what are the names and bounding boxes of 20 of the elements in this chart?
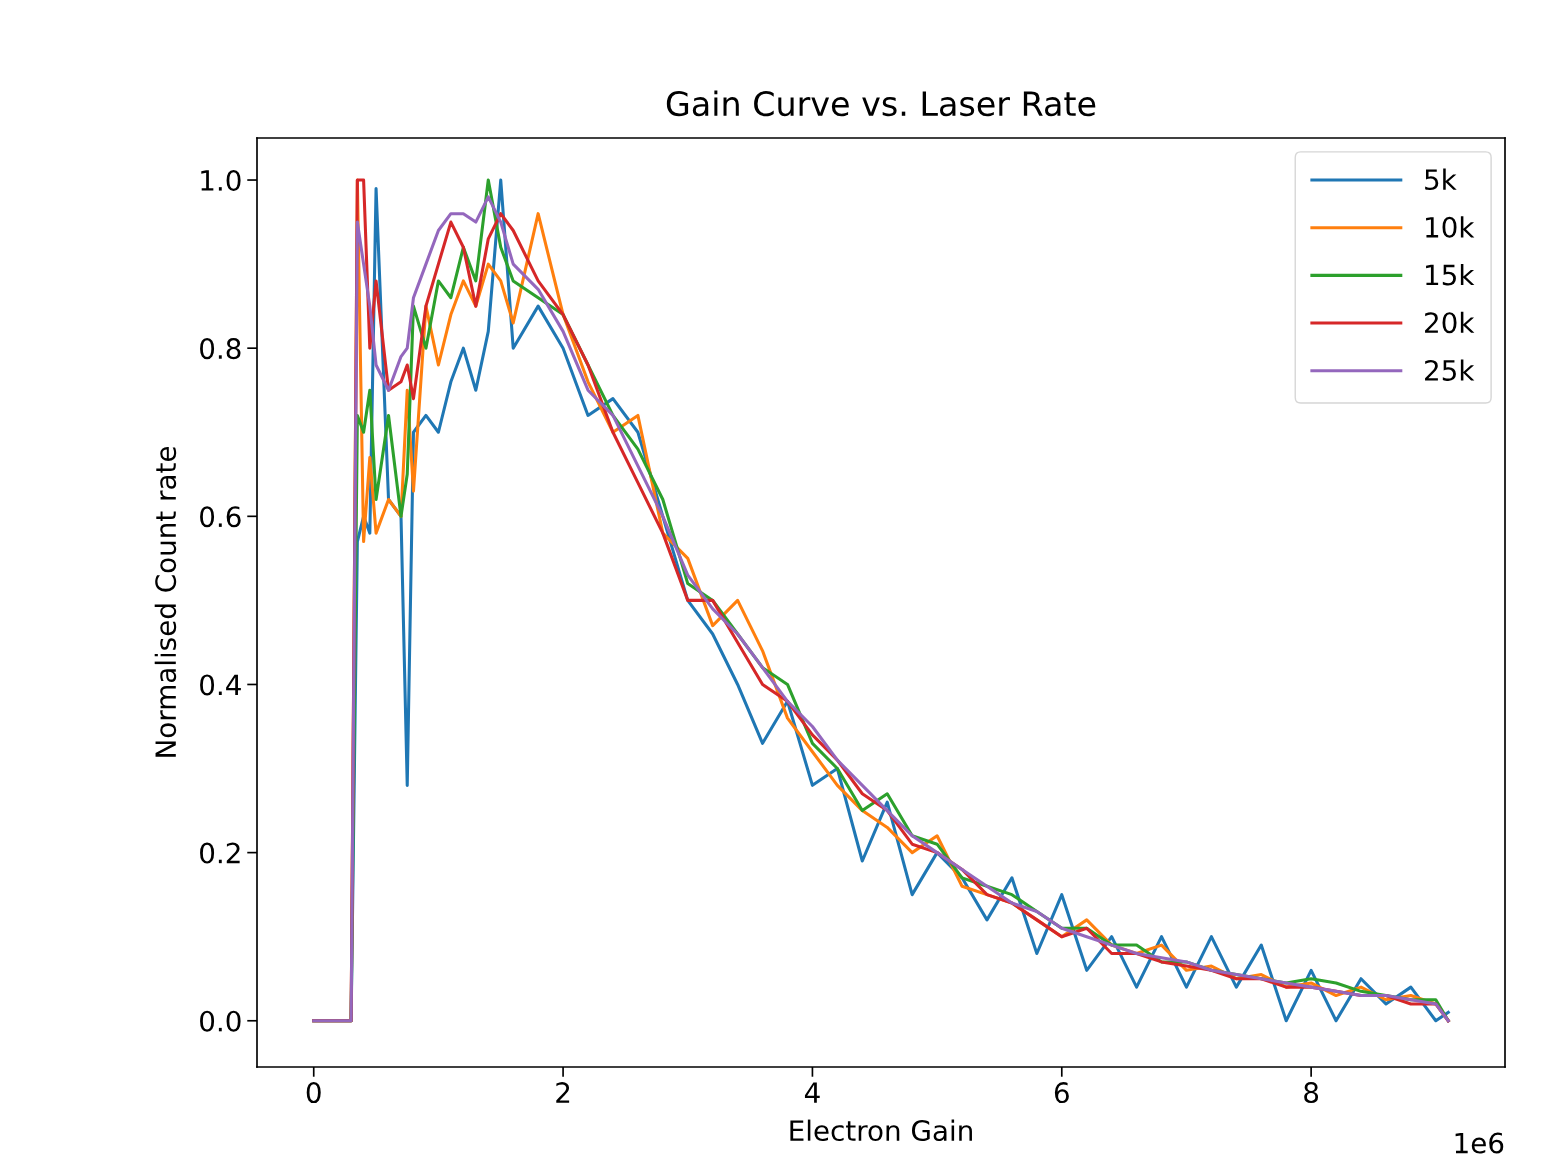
y-tick-label: 0.8	[200, 338, 241, 360]
x-axis-title: Electron Gain	[790, 1119, 972, 1142]
legend-label: 10k	[1426, 216, 1475, 238]
x-tick-label: 0	[306, 1082, 321, 1104]
legend-label: 25k	[1425, 359, 1475, 381]
text: 1e6	[1455, 1132, 1504, 1154]
x-tick-label: 8	[1304, 1082, 1319, 1104]
chart-title: Gain Curve vs. Laser Rate	[666, 90, 1096, 117]
legend-label: 20k	[1425, 311, 1475, 334]
x-tick-label: 2	[556, 1082, 570, 1103]
x-tick-label: 6	[1054, 1082, 1069, 1104]
legend-label: 5k	[1425, 168, 1457, 191]
y-tick-label: 1.0	[201, 169, 241, 191]
y-axis-title: Normalised Count rate	[154, 446, 177, 757]
y-tick-label: 0.0	[200, 1010, 241, 1032]
legend-label: 15k	[1426, 263, 1475, 286]
y-tick-label: 0.6	[200, 506, 241, 528]
y-tick-label: 0.2	[200, 842, 240, 864]
y-tick-label: 0.4	[200, 674, 241, 696]
x-tick-label: 4	[804, 1082, 820, 1103]
